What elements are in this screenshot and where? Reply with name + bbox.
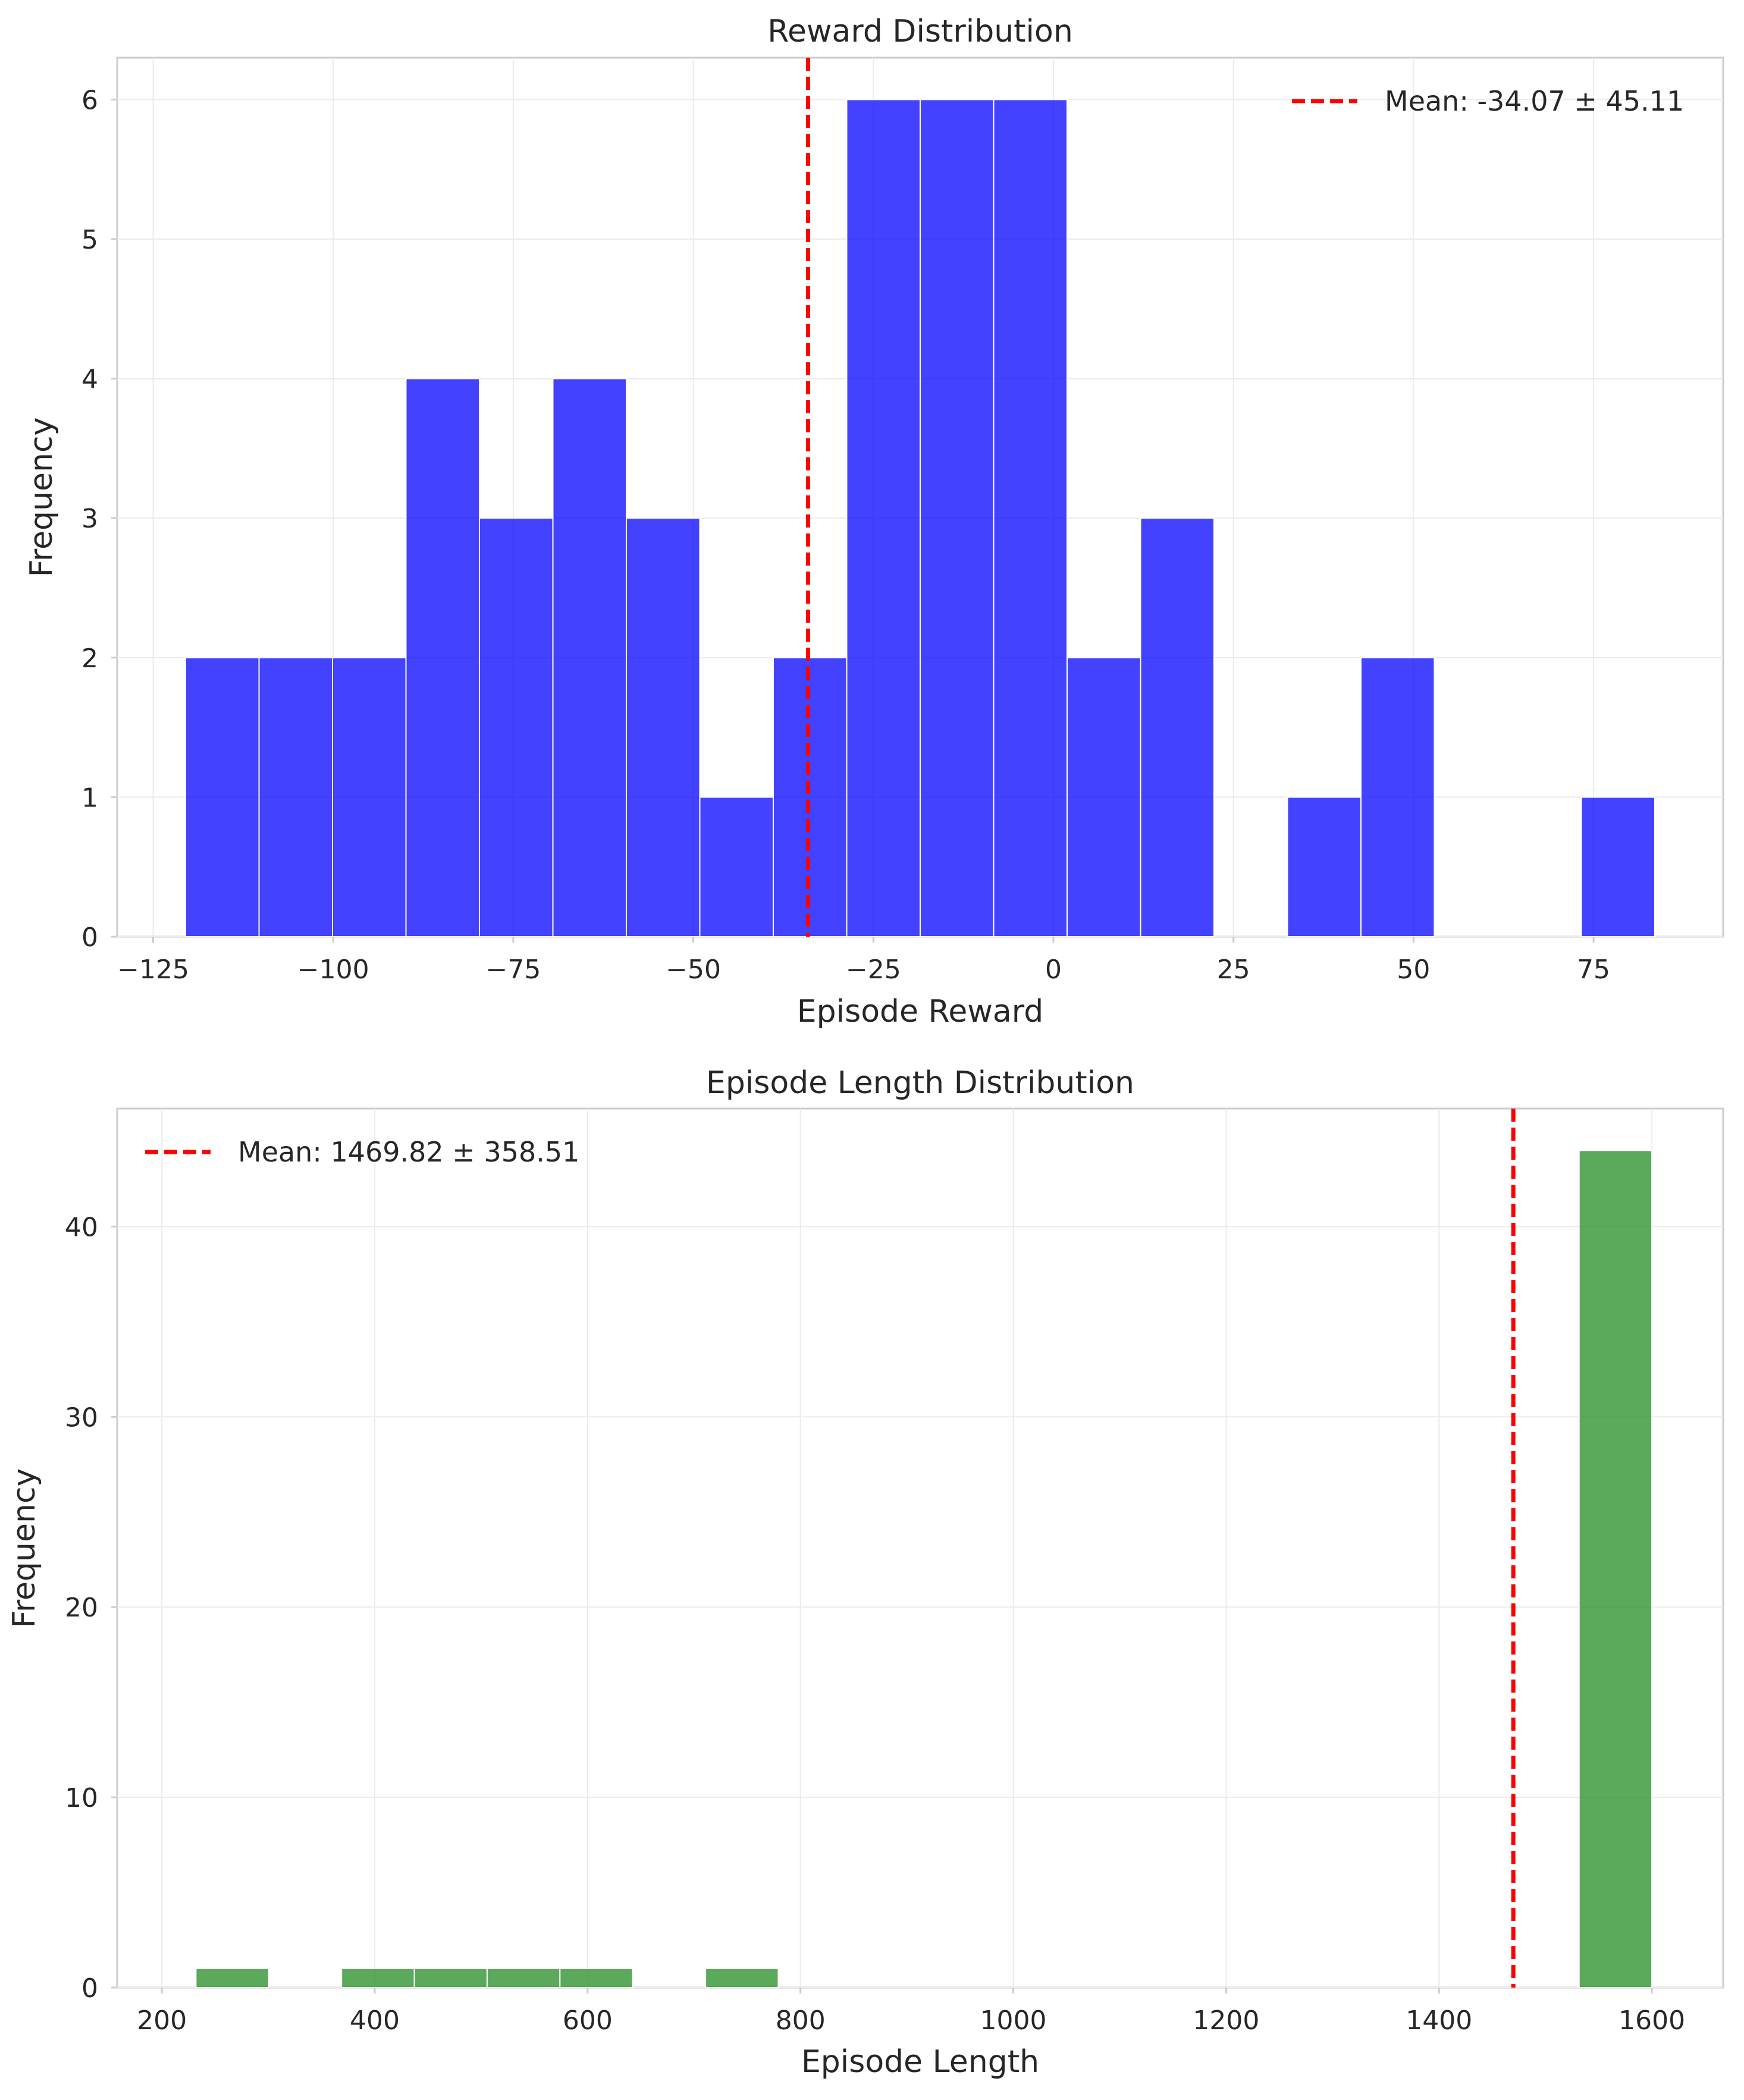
reward-y-tick-label: 3 [81,504,98,534]
length-x-tick-label: 1000 [980,2005,1047,2036]
length-histogram-bar [341,1968,415,1988]
length-chart-title: Episode Length Distribution [706,1065,1134,1101]
reward-histogram-bar [1287,796,1362,938]
reward-x-tick-label: 50 [1397,955,1430,985]
reward-y-tick-label: 2 [81,644,98,674]
length-x-tick-label: 1200 [1193,2005,1259,2036]
reward-histogram-bar [773,657,848,938]
reward-x-tick-label: −100 [297,955,369,985]
reward-histogram-bar [332,657,407,938]
reward-legend-label: Mean: -34.07 ± 45.11 [1385,85,1684,117]
reward-histogram-bar [552,378,628,937]
episode-length-distribution-panel: 200 400 600 800 1000 1200 1400 1600 0 10 20 30 40 E… [7,1065,1724,2080]
length-x-tick-label: 1400 [1406,2005,1472,2036]
length-x-tick-label: 200 [137,2005,187,2036]
reward-histogram-bar [993,99,1068,937]
reward-histogram-bar [185,657,260,938]
length-histogram-bar [195,1968,269,1988]
reward-histogram-bar [258,657,334,938]
reward-bars [185,99,1655,938]
reward-histogram-bar [479,517,554,937]
reward-x-tick-label: −50 [666,955,721,985]
reward-histogram-bar [626,517,701,937]
length-histogram-bar [559,1968,633,1988]
length-y-tick-label: 30 [65,1402,98,1433]
length-histogram-bar [413,1968,488,1988]
reward-x-tick-label: 75 [1577,955,1610,985]
length-y-tick-label: 0 [81,1973,98,2004]
reward-chart-title: Reward Distribution [767,14,1073,49]
length-x-tick-label: 1600 [1618,2005,1685,2036]
length-x-ticks: 200 400 600 800 1000 1200 1400 1600 [137,1988,1685,2036]
reward-x-axis-label: Episode Reward [797,994,1043,1029]
reward-histogram-bar [405,378,481,937]
length-gridlines [117,1109,1723,1988]
length-y-ticks: 0 10 20 30 40 [65,1212,117,2004]
reward-x-tick-label: 0 [1045,955,1062,985]
reward-histogram-bar [846,99,921,937]
length-legend-label: Mean: 1469.82 ± 358.51 [238,1136,579,1168]
length-histogram-bar [705,1968,779,1988]
reward-histogram-bar [1066,657,1141,938]
length-plot-area [116,1107,1724,1989]
reward-y-tick-label: 5 [81,225,98,255]
reward-histogram-bar [920,99,995,937]
reward-y-tick-label: 1 [81,783,98,813]
reward-y-ticks: 0 1 2 3 4 5 6 [81,85,117,953]
reward-histogram-bar [699,796,774,938]
reward-y-axis-label: Frequency [24,418,59,577]
length-x-tick-label: 600 [563,2005,613,2036]
reward-x-tick-label: 25 [1217,955,1250,985]
length-legend: Mean: 1469.82 ± 358.51 [145,1136,579,1168]
length-x-tick-label: 800 [776,2005,826,2036]
length-y-tick-label: 40 [65,1212,98,1242]
length-histogram-bar [1578,1150,1653,1988]
length-y-tick-label: 10 [65,1783,98,1813]
length-y-axis-label: Frequency [7,1468,42,1628]
reward-histogram-bar [1360,657,1435,938]
reward-y-tick-label: 4 [81,365,98,395]
length-x-axis-label: Episode Length [801,2044,1039,2080]
reward-legend: Mean: -34.07 ± 45.11 [1292,85,1684,117]
reward-x-tick-label: −75 [485,955,541,985]
reward-x-ticks: −125 −100 −75 −50 −25 0 25 50 75 [117,937,1610,985]
reward-histogram-bar [1580,796,1655,938]
reward-x-tick-label: −25 [846,955,901,985]
reward-distribution-panel: −125 −100 −75 −50 −25 0 25 50 75 0 1 2 3 4 5 6 Reward … [24,14,1724,1029]
length-y-tick-label: 20 [65,1593,98,1623]
length-histogram-bar [486,1968,561,1988]
length-x-tick-label: 400 [350,2005,400,2036]
length-bars [195,1150,1653,1988]
reward-x-tick-label: −125 [117,955,189,985]
reward-histogram-bar [1140,517,1215,937]
reward-y-tick-label: 0 [81,922,98,953]
reward-y-tick-label: 6 [81,85,98,115]
